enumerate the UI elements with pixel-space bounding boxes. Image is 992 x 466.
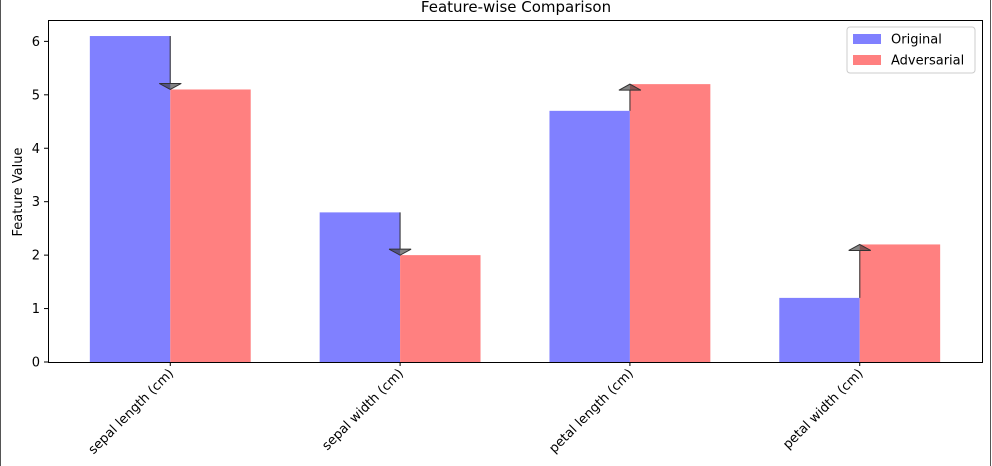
y-tick-label-3: 3: [32, 195, 40, 210]
bar-original-2: [549, 110, 630, 362]
plot-frame: [48, 20, 983, 363]
bar-original-1: [319, 212, 401, 362]
bar-original-0: [89, 36, 171, 362]
y-tick-label-1: 1: [32, 302, 40, 317]
y-tick-label-6: 6: [32, 35, 40, 50]
y-tick-label-2: 2: [32, 249, 40, 264]
bar-adversarial-3: [859, 244, 941, 362]
y-tick-label-4: 4: [32, 142, 40, 157]
bar-adversarial-0: [170, 89, 251, 362]
arrow-head-1: [388, 248, 412, 256]
arrow-head-3: [848, 243, 871, 251]
legend-swatch-original: [853, 34, 881, 44]
bar-adversarial-1: [400, 255, 481, 363]
chart-title: Feature-wise Comparison: [421, 0, 611, 16]
legend-label-original: Original: [891, 33, 942, 48]
arrows-layer: [159, 36, 871, 298]
legend-label-adversarial: Adversarial: [891, 54, 964, 69]
bar-original-3: [779, 297, 860, 363]
y-axis-label: Feature Value: [11, 148, 26, 237]
arrow-head-2: [618, 83, 642, 91]
y-tick-label-5: 5: [32, 88, 40, 103]
legend: Original Adversarial: [846, 26, 976, 74]
y-tick-label-0: 0: [32, 356, 40, 371]
bars-layer: [89, 36, 941, 363]
bar-adversarial-2: [629, 84, 711, 363]
legend-swatch-adversarial: [853, 55, 881, 65]
arrow-head-0: [159, 82, 182, 91]
